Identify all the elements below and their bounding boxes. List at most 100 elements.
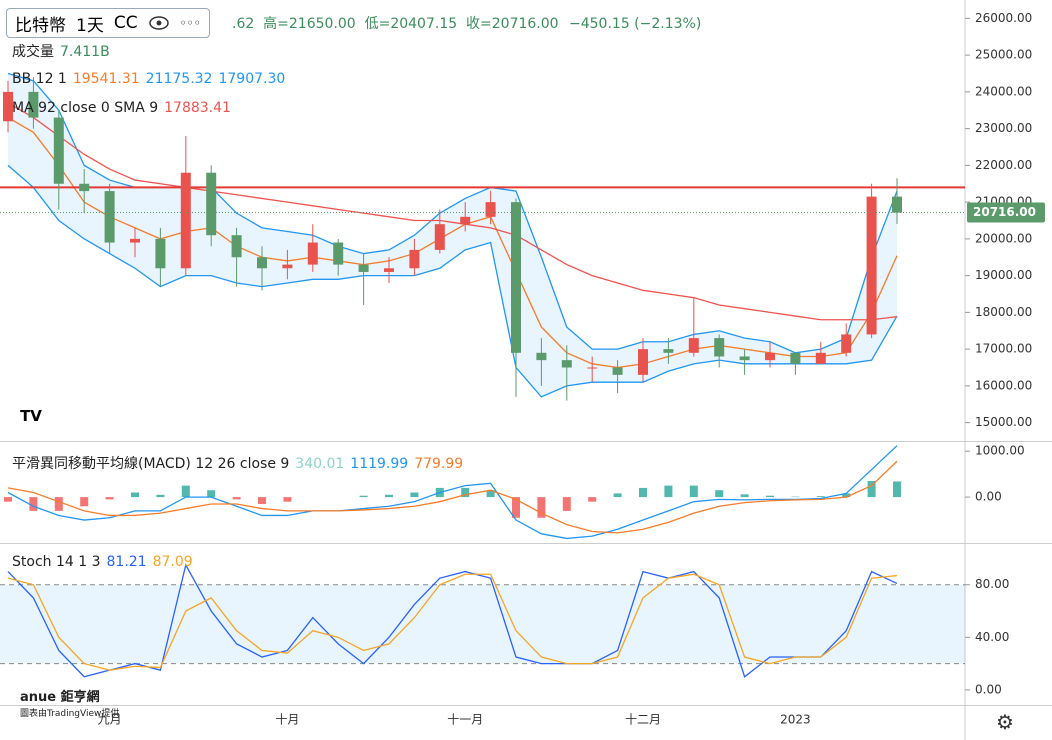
candle-body [536,352,547,361]
histogram-bar [766,495,774,498]
label: 成交量 [12,44,54,60]
y-tick-label: 80.00 [975,577,1009,591]
x-tick-label: 九月 [98,713,122,727]
last-price-label: 20716.00 [973,205,1036,219]
histogram-bar [639,487,647,498]
axis-panel [965,0,1052,740]
y-tick-label: 0.00 [975,490,1002,504]
candle-body [206,172,217,236]
line [7,164,898,398]
ohlc-legend: .62 高=21650.00 低=20407.15 收=20716.00 −45… [232,13,707,33]
legend-value: 779.99 [414,456,464,472]
histogram-bar [867,481,876,498]
candle-body [434,224,445,250]
stoch-legend: Stoch 14 1 3 81.21 87.09 [12,554,205,570]
candle-body [53,117,64,184]
line [7,563,898,678]
histogram-bar [4,497,12,502]
y-tick-label: 15000.00 [975,415,1032,429]
source: CC [113,13,138,33]
histogram-bar [689,485,698,498]
candle-body [333,242,344,265]
interval[interactable]: 1天 [76,15,104,36]
histogram-bar [664,485,673,498]
candle-body [79,183,90,192]
candle-body [612,367,623,375]
y-tick-label: 40.00 [975,630,1009,644]
histogram-bar [29,497,38,511]
y-tick-label: 19000.00 [975,268,1032,282]
histogram-bar [359,495,368,498]
bb-legend: BB 12 1 19541.31 21175.32 17907.30 [12,71,297,87]
y-tick-label: 23000.00 [975,121,1032,135]
histogram-bar [893,481,901,498]
histogram-bar [537,497,546,518]
eye-icon[interactable] [148,15,170,31]
candle-body [765,352,775,361]
candle-body [282,264,293,269]
bb-band [8,73,897,397]
candle-body [104,191,115,243]
brand-logo: anue 鉅亨網 [20,690,100,705]
histogram-bar [613,493,622,498]
symbol: 比特幣 [15,15,66,36]
histogram-bar [156,494,165,498]
y-tick-label: 22000.00 [975,158,1032,172]
histogram-bar [740,494,749,498]
line [7,102,898,321]
y-tick-label: 24000.00 [975,84,1032,98]
histogram-bar [842,493,851,498]
line [7,117,898,369]
last-price-box [967,202,1045,223]
legend-value: 17907.30 [218,71,286,87]
candle-body [815,352,826,364]
histogram-bar [232,497,241,500]
legend-value: 87.09 [152,554,193,570]
candle-body [130,238,140,243]
more-icon[interactable]: ◦◦◦ [179,16,201,30]
settings-icon[interactable]: ⚙ [996,710,1014,734]
x-tick-label: 2023 [780,713,811,727]
candle-body [841,334,852,353]
candle-body [28,91,39,118]
histogram-bar [283,497,292,502]
label: MA 92 close 0 SMA 9 [12,100,159,116]
candle-body [358,264,369,272]
histogram-bar [461,487,470,498]
value: 17883.41 [164,100,231,116]
x-tick-label: 十一月 [447,713,483,727]
y-tick-label: 17000.00 [975,342,1032,356]
candle-body [663,349,674,353]
volume-legend: 成交量 7.411B [12,41,116,61]
stoch-band [0,584,965,664]
candle-body [790,352,801,364]
legend-value: 340.01 [295,456,345,472]
line [7,573,898,671]
histogram-bar [105,497,114,500]
candle-body [155,238,166,269]
candle-body [892,196,902,213]
label: Stoch 14 1 3 [12,554,101,570]
symbol-box[interactable]: 比特幣 1天 CC ◦◦◦ [6,8,210,38]
candle-body [714,338,725,357]
histogram-bar [562,497,571,511]
line [7,445,898,540]
legend-value: 21175.32 [145,71,213,87]
candle-body [561,360,572,368]
histogram-bar [258,497,266,504]
candle-body [739,356,750,361]
legend-value: 81.21 [106,554,147,570]
candle-body [460,216,471,225]
candle-body [384,268,394,272]
histogram-bar [80,497,89,507]
candle-body [587,367,598,369]
change-text: −450.15 (−2.13%) [569,16,702,32]
ohlc-text: .62 高=21650.00 低=20407.15 收=20716.00 [232,16,559,32]
histogram-bar [715,490,724,498]
candle-body [180,172,191,269]
label: BB 12 1 [12,71,67,87]
tv-logo[interactable]: TV [14,402,48,430]
histogram-bar [181,485,190,498]
